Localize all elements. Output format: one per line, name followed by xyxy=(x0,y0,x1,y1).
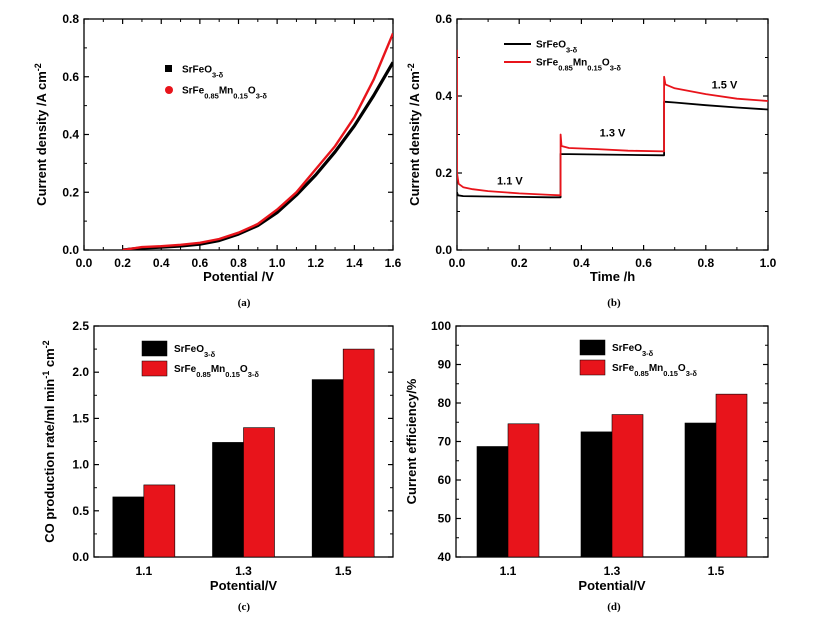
y-tick-label: 2.5 xyxy=(72,319,89,333)
bar-2-1.1 xyxy=(143,484,176,558)
series-group xyxy=(457,49,768,199)
y-tick-label: 0.6 xyxy=(62,70,79,84)
voltage-annotation: 1.3 V xyxy=(600,127,626,139)
y-tick-label: 50 xyxy=(438,512,452,526)
bar-1-1.3 xyxy=(212,442,244,558)
series-group xyxy=(122,32,393,250)
y-tick-label: 0.4 xyxy=(62,128,79,142)
chart-c: 0.0 0.5 1.0 1.5 2.0 2.5 1.1 1.3 1.5 Potential/V CO… xyxy=(41,319,394,613)
bar-2-1.3 xyxy=(243,427,275,558)
x-tick-label: 1.6 xyxy=(385,256,402,270)
y-tick-label: 0.2 xyxy=(62,185,79,199)
legend-label: SrFe0.85Mn0.15O3-δ xyxy=(174,364,259,379)
chart-b: 0.0 0.2 0.4 0.6 0.0 0.2 0.4 0.6 0.8 1.0 Time /h Cur… xyxy=(406,12,777,309)
y-tick-label: 100 xyxy=(431,319,451,333)
bar-1-1.3 xyxy=(580,431,613,558)
panel-caption: (b) xyxy=(607,297,621,309)
y-tick-label: 0.5 xyxy=(72,504,89,518)
voltage-annotation: 1.5 V xyxy=(712,79,738,91)
y-axis-title: Current efficiency/% xyxy=(404,378,419,504)
y-tick-label: 0.4 xyxy=(435,89,452,103)
y-tick-label: 80 xyxy=(438,396,452,410)
x-tick-label: 0.4 xyxy=(153,256,170,270)
y-tick-label: 0.0 xyxy=(435,243,452,257)
bar-1-1.1 xyxy=(476,446,509,558)
x-tick-label: 1.5 xyxy=(335,564,352,578)
legend-marker-circle xyxy=(165,86,173,94)
x-tick-label: 0.6 xyxy=(635,256,652,270)
x-tick-label: 0.0 xyxy=(449,256,466,270)
x-axis-title: Potential/V xyxy=(578,578,646,593)
x-tick-label: 0.2 xyxy=(114,256,131,270)
legend: SrFeO3-δ SrFe0.85Mn0.15O3-δ xyxy=(579,339,697,378)
bar-2-1.1 xyxy=(507,423,540,558)
legend-label: SrFe0.85Mn0.15O3-δ xyxy=(612,363,697,378)
x-tick-label: 1.1 xyxy=(500,564,517,578)
legend-swatch xyxy=(141,360,168,377)
series-line-2 xyxy=(122,32,393,250)
legend-label: SrFe0.85Mn0.15O3-δ xyxy=(536,58,621,73)
y-tick-label: 90 xyxy=(438,358,452,372)
legend-swatch xyxy=(579,359,606,376)
bar-2-1.3 xyxy=(611,414,644,558)
y-tick-label: 40 xyxy=(438,550,452,564)
y-tick-label: 0.0 xyxy=(62,243,79,257)
y-tick-label: 0.0 xyxy=(72,550,89,564)
y-tick-label: 2.0 xyxy=(72,365,89,379)
legend-label: SrFeO3-δ xyxy=(182,65,224,80)
legend-marker-square xyxy=(165,65,172,72)
x-tick-label: 1.3 xyxy=(604,564,621,578)
legend-swatch xyxy=(141,340,168,357)
x-tick-label: 1.0 xyxy=(269,256,286,270)
x-tick-label: 0.0 xyxy=(76,256,93,270)
series-line-2 xyxy=(457,49,768,197)
y-tick-label: 1.5 xyxy=(72,411,89,425)
x-axis-title: Time /h xyxy=(590,269,635,284)
legend-label: SrFeO3-δ xyxy=(174,344,216,359)
x-tick-label: 1.4 xyxy=(346,256,363,270)
x-tick-label: 0.4 xyxy=(573,256,590,270)
panel-caption: (a) xyxy=(238,297,251,309)
bar-1-1.5 xyxy=(684,422,717,558)
x-tick-label: 1.3 xyxy=(235,564,252,578)
x-tick-label: 1.2 xyxy=(307,256,324,270)
chart-d: 40 50 60 70 80 90 100 1.1 1.3 1.5 Potential/V Curre… xyxy=(404,319,769,613)
legend: SrFeO3-δ SrFe0.85Mn0.15O3-δ xyxy=(504,40,621,73)
y-tick-label: 70 xyxy=(438,435,452,449)
y-tick-label: 0.8 xyxy=(62,12,79,26)
legend: SrFeO3-δ SrFe0.85Mn0.15O3-δ xyxy=(141,340,259,379)
y-tick-label: 0.2 xyxy=(435,166,452,180)
y-tick-label: 0.6 xyxy=(435,12,452,26)
x-tick-label: 1.1 xyxy=(135,564,152,578)
y-axis-title: CO production rate/ml min-1 cm-2 xyxy=(41,340,57,542)
bar-2-1.5 xyxy=(342,348,375,558)
bar-1-1.1 xyxy=(112,496,145,558)
bar-1-1.5 xyxy=(311,379,344,558)
legend-label: SrFeO3-δ xyxy=(536,40,578,55)
voltage-annotation: 1.1 V xyxy=(497,176,523,188)
x-tick-label: 0.8 xyxy=(230,256,247,270)
x-tick-label: 0.8 xyxy=(697,256,714,270)
x-tick-label: 0.2 xyxy=(511,256,528,270)
x-tick-label: 0.6 xyxy=(192,256,209,270)
panel-caption: (c) xyxy=(238,601,251,613)
x-tick-label: 1.5 xyxy=(708,564,725,578)
legend-label: SrFeO3-δ xyxy=(612,343,654,358)
y-axis-title: Current density /A cm-2 xyxy=(33,63,49,206)
x-axis-title: Potential /V xyxy=(203,269,274,284)
series-line-1 xyxy=(457,100,768,199)
legend-swatch xyxy=(579,339,606,356)
chart-a: 0.0 0.2 0.4 0.6 0.8 0.0 0.2 0.4 0.6 0.8 1.0 1.2 1.4 1… xyxy=(33,12,402,309)
bar-2-1.5 xyxy=(715,393,748,558)
legend-label: SrFe0.85Mn0.15O3-δ xyxy=(182,86,267,101)
legend: SrFeO3-δ SrFe0.85Mn0.15O3-δ xyxy=(165,65,267,101)
x-tick-label: 1.0 xyxy=(760,256,777,270)
y-tick-label: 1.0 xyxy=(72,458,89,472)
y-tick-label: 60 xyxy=(438,473,452,487)
panel-caption: (d) xyxy=(607,601,621,613)
x-axis-title: Potential/V xyxy=(210,578,278,593)
y-axis-title: Current density /A cm-2 xyxy=(406,63,422,206)
